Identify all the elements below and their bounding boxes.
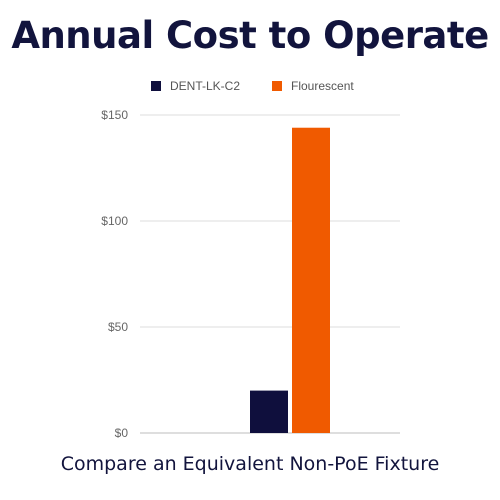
legend-label-0: DENT-LK-C2 xyxy=(170,79,240,93)
bars xyxy=(250,127,330,433)
y-tick-label-1: $50 xyxy=(108,320,128,334)
y-tick-label-0: $0 xyxy=(115,426,129,440)
y-tick-label-3: $150 xyxy=(101,108,128,122)
legend-label-1: Flourescent xyxy=(291,79,354,93)
gridlines xyxy=(140,114,400,434)
bar-dent-lk-c2 xyxy=(250,390,288,433)
y-axis-ticks: $0 $50 $100 $150 xyxy=(101,108,128,440)
legend-swatch-1 xyxy=(272,81,282,91)
legend-swatch-0 xyxy=(151,81,161,91)
legend: DENT-LK-C2 Flourescent xyxy=(151,79,354,93)
y-tick-label-2: $100 xyxy=(101,214,128,228)
chart-title: Annual Cost to Operate xyxy=(11,14,489,57)
bar-flourescent xyxy=(292,127,330,433)
chart-subtitle: Compare an Equivalent Non-PoE Fixture xyxy=(60,453,440,475)
